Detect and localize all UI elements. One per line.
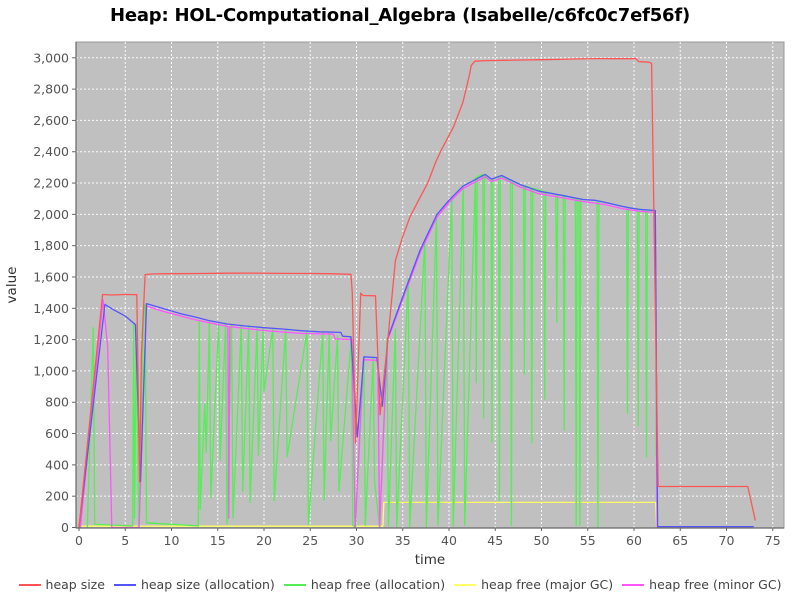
y-tick-label: 2,600 [33, 113, 69, 128]
y-tick-label: 1,200 [33, 332, 69, 347]
series-heap-size [78, 57, 756, 529]
legend-label: heap free (allocation) [310, 577, 446, 592]
legend-label: heap size [45, 577, 105, 592]
plot-area: 0 5 10 15 20 25 30 35 40 45 50 55 60 65 70 75 0 200 400 600… [4, 41, 785, 568]
y-tick-label: 2,000 [33, 207, 69, 222]
y-tick-label: 1,600 [33, 269, 69, 284]
legend-label: heap free (minor GC) [649, 577, 782, 592]
chart-legend: heap size heap size (allocation) heap free… [0, 577, 800, 592]
x-tick-label: 55 [580, 533, 596, 548]
x-tick-label: 20 [256, 533, 272, 548]
x-tick-label: 5 [121, 533, 129, 548]
x-tick-label: 60 [626, 533, 642, 548]
y-tick-label: 1,400 [33, 301, 69, 316]
y-tick-label: 0 [61, 520, 69, 535]
x-tick-label: 50 [534, 533, 550, 548]
y-tick-label: 2,200 [33, 176, 69, 191]
x-tick-label: 25 [302, 533, 318, 548]
y-tick-label: 200 [45, 489, 69, 504]
x-tick-label: 0 [75, 533, 83, 548]
y-tick-label: 2,400 [33, 144, 69, 159]
x-tick-label: 70 [719, 533, 735, 548]
y-tick-label: 800 [45, 395, 69, 410]
y-tick-label: 2,800 [33, 82, 69, 97]
x-tick-label: 45 [487, 533, 503, 548]
legend-swatch [454, 583, 477, 586]
plot-background [75, 41, 785, 529]
legend-label: heap free (major GC) [481, 577, 614, 592]
legend-swatch [622, 583, 645, 586]
series-heap-size-allocation- [78, 173, 754, 529]
legend-item-heap-size: heap size [18, 577, 105, 592]
y-tick-label: 1,800 [33, 238, 69, 253]
legend-label: heap size (allocation) [140, 577, 275, 592]
chart-title: Heap: HOL-Computational_Algebra (Isabell… [109, 5, 691, 26]
x-tick-label: 65 [672, 533, 688, 548]
y-tick-label: 3,000 [33, 50, 69, 65]
legend-swatch [113, 583, 136, 586]
x-tick-label: 35 [395, 533, 411, 548]
legend-swatch [18, 583, 41, 586]
legend-item-heap-free-major-gc-: heap free (major GC) [454, 577, 613, 592]
y-tick-label: 400 [45, 457, 69, 472]
y-tick-label: 1,000 [33, 363, 69, 378]
legend-item-heap-size-allocation-: heap size (allocation) [113, 577, 275, 592]
x-tick-label: 30 [349, 533, 365, 548]
x-axis-title: time [415, 552, 446, 568]
y-axis-title: value [4, 267, 20, 304]
x-tick-label: 10 [164, 533, 180, 548]
x-tick-label: 40 [441, 533, 457, 548]
x-tick-label: 15 [210, 533, 226, 548]
series-heap-free-allocation- [86, 173, 659, 529]
legend-item-heap-free-minor-gc-: heap free (minor GC) [622, 577, 781, 592]
x-tick-label: 75 [765, 533, 781, 548]
y-tick-label: 600 [45, 426, 69, 441]
legend-swatch [283, 583, 306, 586]
legend-item-heap-free-allocation-: heap free (allocation) [283, 577, 446, 592]
